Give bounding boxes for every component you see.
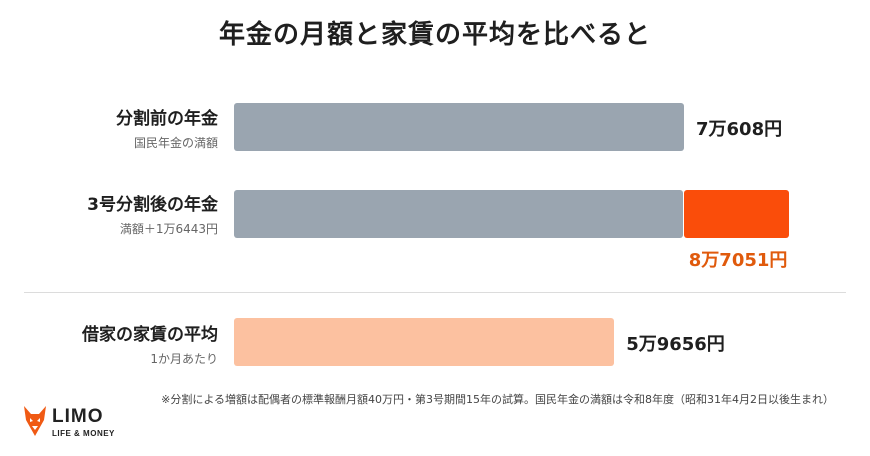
value-label: 7万608円 (696, 119, 783, 140)
bar-pension-before-split (234, 103, 684, 151)
brand-name: LIMO (52, 406, 104, 427)
row-subtitle: 満額＋1万6443円 (119, 222, 218, 236)
row-label-before-split: 分割前の年金 国民年金の満額 (0, 108, 218, 152)
row-label-rent: 借家の家賃の平均 1か月あたり (0, 324, 218, 368)
divider (24, 292, 846, 293)
row-title: 分割前の年金 (116, 109, 218, 129)
footnote: ※分割による増額は配偶者の標準報酬月額40万円・第3号期間15年の試算。国民年金… (161, 393, 834, 406)
brand-tagline: LIFE & MONEY (52, 429, 115, 438)
fox-logo-icon (22, 404, 48, 442)
row-subtitle: 1か月あたり (150, 352, 218, 366)
bar-rent-average (234, 318, 615, 366)
brand-logo: LIMO LIFE & MONEY (22, 402, 132, 442)
value-label: 8万7051円 (688, 250, 788, 271)
chart-title: 年金の月額と家賃の平均を比べると (218, 20, 651, 50)
row-subtitle: 国民年金の満額 (133, 136, 218, 150)
value-label: 5万9656円 (626, 334, 725, 355)
bar-split-increase (684, 190, 789, 238)
row-title: 借家の家賃の平均 (82, 325, 218, 345)
bar-pension-base (234, 190, 683, 238)
row-title: 3号分割後の年金 (87, 195, 218, 215)
row-label-after-split: 3号分割後の年金 満額＋1万6443円 (0, 194, 218, 238)
